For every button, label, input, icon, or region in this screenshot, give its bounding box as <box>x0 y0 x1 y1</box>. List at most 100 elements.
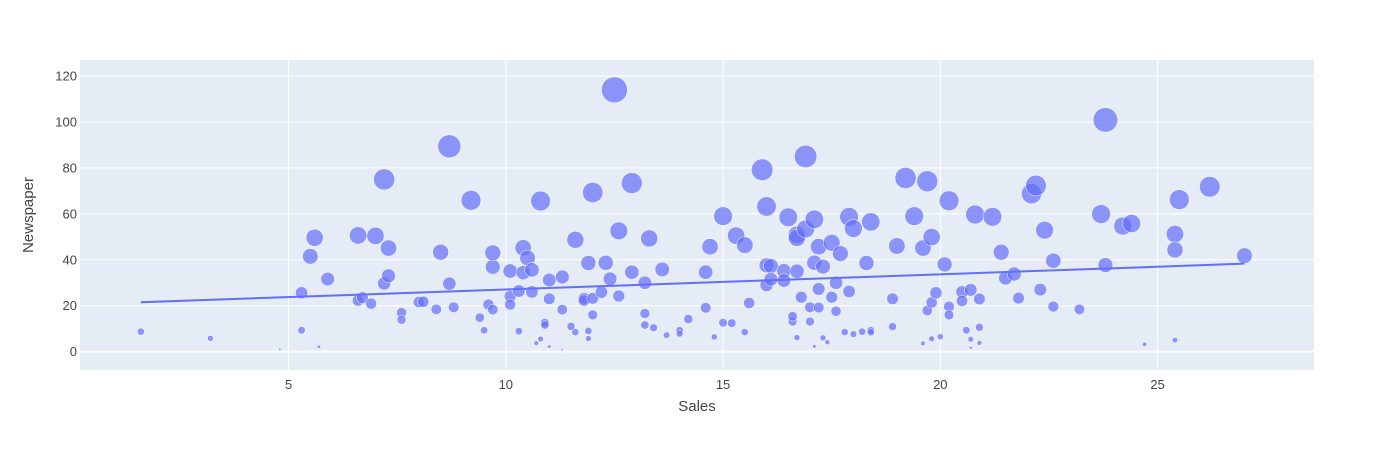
y-tick-label: 60 <box>63 206 77 221</box>
data-point <box>396 314 407 325</box>
data-point <box>736 236 754 254</box>
data-point <box>1006 266 1022 282</box>
data-point <box>1142 341 1147 347</box>
data-point <box>804 209 824 229</box>
x-tick-label: 15 <box>716 377 730 392</box>
data-point <box>597 254 614 271</box>
data-point <box>1236 247 1253 264</box>
data-point <box>778 207 798 227</box>
data-point <box>968 345 973 350</box>
data-point <box>560 348 564 351</box>
data-point <box>512 284 526 298</box>
data-point <box>485 259 501 275</box>
data-point <box>602 271 618 286</box>
data-point <box>700 302 712 314</box>
data-point <box>640 320 650 330</box>
data-point <box>1199 176 1221 198</box>
data-point <box>1092 107 1118 133</box>
data-point <box>1047 300 1059 313</box>
data-point <box>514 327 523 336</box>
data-point <box>829 275 843 290</box>
data-point <box>795 291 808 304</box>
data-point <box>601 76 628 104</box>
data-point <box>1097 257 1114 273</box>
data-point <box>649 323 658 332</box>
data-point <box>437 134 462 159</box>
data-point <box>381 268 396 284</box>
data-point <box>373 168 395 191</box>
data-point <box>701 238 719 256</box>
data-point <box>365 297 377 310</box>
data-point <box>1166 241 1184 259</box>
data-point <box>904 206 924 226</box>
data-point <box>566 322 576 331</box>
trendline-layer <box>140 262 1245 304</box>
data-point <box>922 228 941 246</box>
data-point <box>584 327 593 335</box>
data-point <box>586 292 599 305</box>
y-tick-label: 80 <box>63 160 77 175</box>
data-point <box>861 212 881 232</box>
data-point <box>624 264 640 280</box>
trendline <box>140 262 1245 304</box>
data-point <box>727 318 737 328</box>
data-points <box>136 76 1253 351</box>
data-point <box>663 331 671 339</box>
data-point <box>349 226 367 245</box>
data-point <box>380 239 397 257</box>
y-axis-title: Newspaper <box>20 177 37 253</box>
data-point <box>639 308 651 319</box>
data-point <box>936 333 944 341</box>
data-point <box>637 275 652 290</box>
data-point <box>566 231 585 249</box>
data-point <box>442 276 457 291</box>
data-point <box>812 282 826 296</box>
data-point <box>1073 303 1085 315</box>
data-point <box>675 330 684 338</box>
data-point <box>867 328 875 337</box>
data-point <box>612 289 626 303</box>
data-point <box>207 335 214 342</box>
data-point <box>824 339 831 345</box>
data-point <box>609 221 628 240</box>
data-point <box>789 263 805 279</box>
data-point <box>763 258 779 274</box>
data-point <box>547 344 552 349</box>
data-point <box>929 286 943 300</box>
data-point <box>830 305 842 317</box>
data-point <box>480 326 489 335</box>
data-point <box>920 340 926 346</box>
data-point <box>819 334 827 342</box>
data-point <box>916 170 939 192</box>
data-point <box>556 304 568 316</box>
data-point <box>297 326 306 335</box>
y-tick-label: 20 <box>63 298 77 313</box>
data-point <box>956 294 969 307</box>
y-tick-label: 100 <box>55 115 77 130</box>
y-tick-label: 40 <box>63 252 77 267</box>
data-point <box>962 326 971 335</box>
data-point <box>487 304 499 316</box>
data-point <box>432 243 449 261</box>
data-point <box>1025 175 1047 197</box>
data-point <box>965 204 985 225</box>
data-point <box>976 340 983 346</box>
data-point <box>793 334 801 341</box>
data-point <box>366 227 385 245</box>
data-point <box>713 206 733 226</box>
data-point <box>844 219 863 238</box>
data-point <box>1165 225 1184 244</box>
y-tick-label: 0 <box>70 344 77 359</box>
data-point <box>585 335 592 342</box>
data-point <box>992 243 1010 261</box>
data-point <box>448 301 460 313</box>
data-point <box>964 283 978 297</box>
data-point <box>886 292 899 305</box>
data-point <box>842 284 856 298</box>
data-point <box>278 347 282 351</box>
data-point <box>621 172 643 194</box>
data-point <box>825 291 838 304</box>
data-point <box>640 229 659 248</box>
